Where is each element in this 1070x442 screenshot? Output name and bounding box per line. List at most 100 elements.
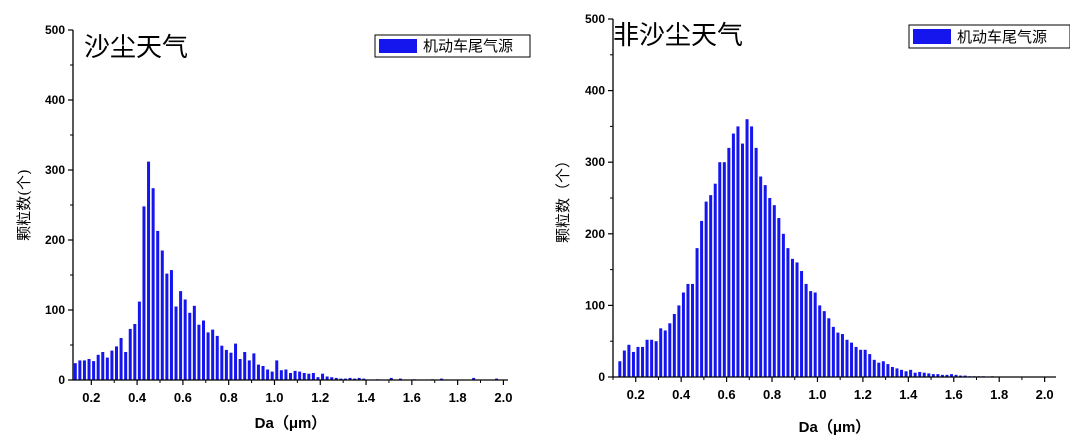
bar	[886, 364, 890, 377]
bar	[954, 374, 958, 377]
bar	[197, 324, 201, 380]
x-tick-label: 0.8	[763, 387, 781, 402]
y-tick-label: 500	[45, 23, 65, 37]
bar	[96, 354, 100, 380]
x-tick-label: 1.0	[808, 387, 826, 402]
bar	[881, 361, 885, 377]
bar	[686, 283, 690, 377]
bar	[211, 329, 215, 380]
bar	[809, 291, 813, 377]
bar	[963, 375, 967, 377]
bar	[234, 343, 238, 380]
bar	[704, 201, 708, 377]
bar	[872, 359, 876, 377]
bar	[78, 360, 82, 380]
bar	[781, 233, 785, 377]
bar	[863, 349, 867, 377]
y-tick-label: 300	[45, 163, 65, 177]
bar	[142, 206, 146, 380]
y-tick-label: 0	[58, 373, 65, 387]
legend: 机动车尾气源	[908, 24, 1070, 49]
bar	[922, 372, 926, 377]
bar	[940, 374, 944, 377]
x-tick-label: 0.8	[220, 390, 238, 405]
bar	[831, 326, 835, 377]
y-axis-label: 颗粒数（个）	[554, 153, 572, 243]
bar	[353, 378, 357, 380]
x-axis-label: Da（μm）	[255, 414, 327, 432]
bar	[731, 133, 735, 377]
bar	[115, 346, 118, 380]
legend: 机动车尾气源	[374, 34, 531, 58]
bar	[307, 373, 311, 380]
bar	[700, 220, 704, 377]
bar	[754, 147, 758, 377]
bar	[691, 283, 695, 377]
bar	[827, 318, 831, 377]
bar	[156, 230, 160, 380]
bar	[147, 161, 151, 380]
chart-panel-2: 0 100 200 300 400 500 0.2 0.4 0.6 0.8 1.0 1.2 1.4 1.6…	[554, 12, 1070, 436]
bar	[927, 373, 931, 377]
bar	[133, 324, 137, 380]
x-tick-label: 1.8	[990, 387, 1008, 402]
bar	[931, 374, 935, 377]
bar	[289, 373, 292, 380]
x-tick-label: 0.6	[174, 390, 192, 405]
bar	[238, 359, 242, 380]
bar	[348, 377, 352, 380]
bar	[645, 339, 649, 377]
bar	[389, 377, 393, 380]
bar	[950, 374, 953, 377]
legend-swatch	[913, 29, 951, 44]
bar	[904, 371, 908, 377]
bar	[768, 198, 772, 377]
bar	[622, 350, 626, 377]
bar	[357, 377, 361, 380]
bar	[169, 270, 173, 380]
bar	[795, 262, 799, 377]
x-tick-label: 1.6	[945, 387, 963, 402]
bar	[243, 352, 247, 380]
bar	[165, 273, 169, 380]
bar	[495, 378, 499, 380]
x-tick-label: 1.4	[899, 387, 918, 402]
bar	[316, 377, 320, 380]
bar	[786, 248, 790, 377]
bar	[845, 339, 849, 377]
bar	[895, 368, 899, 377]
bar	[247, 360, 251, 380]
bar	[772, 205, 776, 377]
bar	[261, 366, 265, 380]
bar	[311, 373, 315, 380]
bar	[334, 377, 338, 380]
bar	[722, 162, 726, 377]
bar	[343, 378, 347, 380]
bar	[92, 361, 96, 380]
bar	[110, 350, 114, 380]
bar	[183, 299, 187, 380]
bar	[174, 306, 178, 380]
bar	[877, 362, 881, 377]
bar	[325, 376, 329, 380]
bar	[206, 332, 210, 380]
bar	[641, 346, 645, 377]
x-tick-label: 1.2	[854, 387, 872, 402]
legend-swatch	[379, 39, 417, 53]
x-tick-label: 1.0	[265, 390, 283, 405]
bar	[818, 305, 822, 377]
bar	[659, 328, 663, 377]
bar	[270, 371, 274, 380]
x-tick-label: 2.0	[1036, 387, 1054, 402]
x-tick-label: 0.2	[627, 387, 645, 402]
bar	[160, 250, 164, 380]
y-tick-label: 200	[585, 227, 605, 241]
bar	[215, 335, 219, 380]
x-tick-label: 1.6	[403, 390, 421, 405]
bar	[224, 349, 228, 380]
x-tick-label: 0.4	[672, 387, 691, 402]
bar	[362, 378, 366, 380]
chart-title: 沙尘天气	[84, 33, 188, 63]
bar	[713, 183, 717, 377]
